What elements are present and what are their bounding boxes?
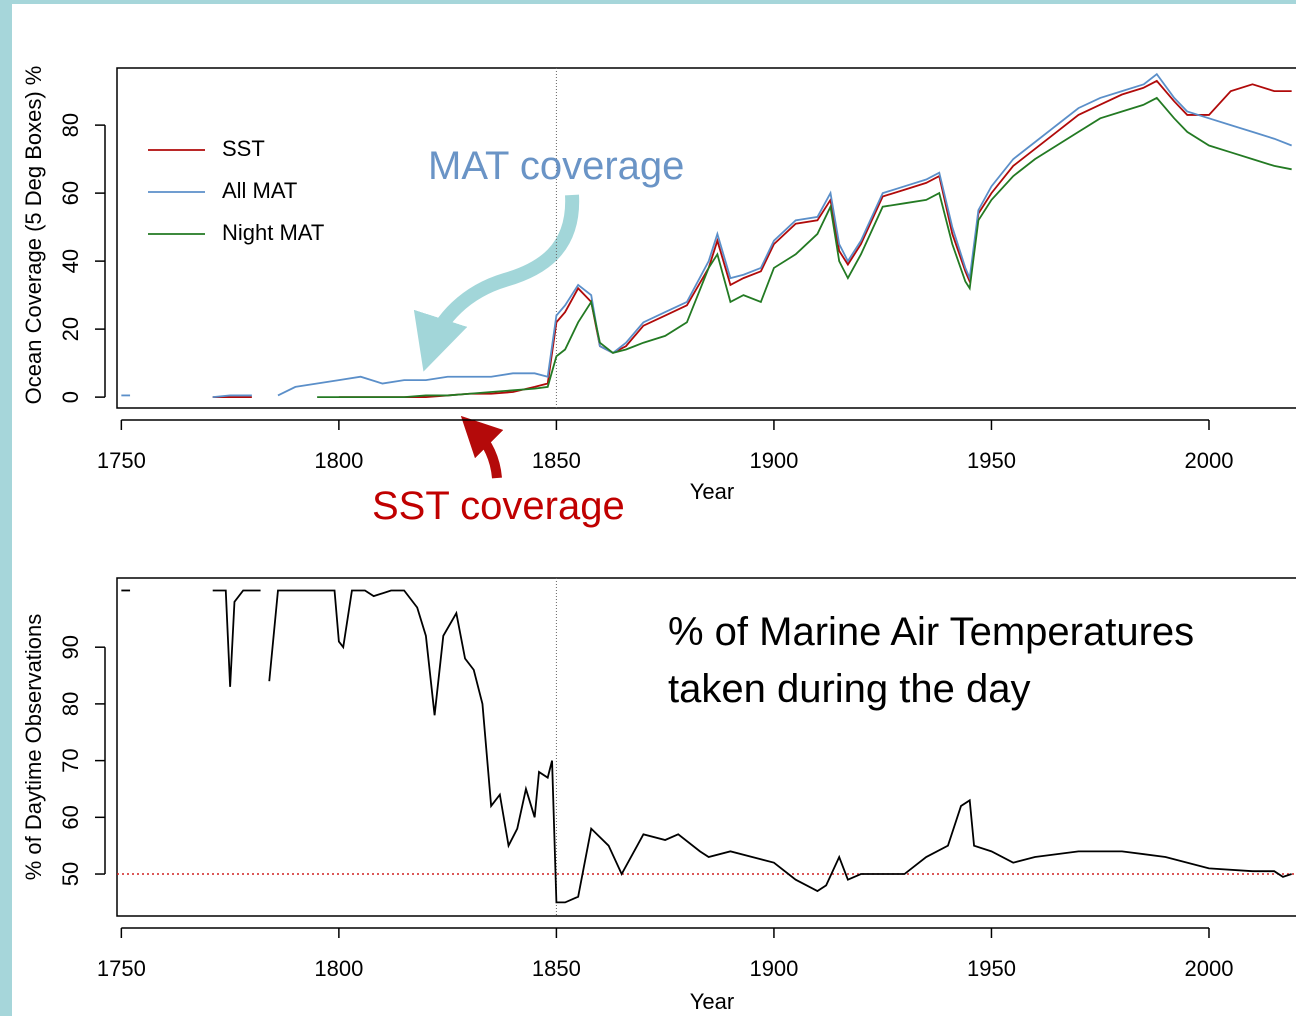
- x-tick-label: 1950: [967, 956, 1016, 981]
- y-tick-label: 80: [58, 692, 83, 716]
- series-line: [212, 394, 252, 399]
- x-tick-label: 2000: [1185, 956, 1234, 981]
- x-tick-label: 1850: [532, 956, 581, 981]
- arrow: [460, 415, 504, 479]
- series-line: [268, 589, 1292, 904]
- x-tick-label: 1800: [314, 448, 363, 473]
- x-tick-label: 2000: [1185, 448, 1234, 473]
- x-tick-label: 1950: [967, 448, 1016, 473]
- x-tick-label: 1800: [314, 956, 363, 981]
- x-axis-label: Year: [690, 989, 734, 1014]
- x-tick-label: 1900: [749, 448, 798, 473]
- frame-stripe: [0, 0, 12, 1016]
- series-line: [277, 72, 1292, 397]
- series-line: [212, 589, 261, 687]
- y-axis-label: Ocean Coverage (5 Deg Boxes) %: [21, 66, 46, 405]
- y-tick-label: 40: [58, 249, 83, 273]
- y-tick-label: 60: [58, 181, 83, 205]
- arrow: [413, 194, 580, 372]
- y-tick-label: 60: [58, 805, 83, 829]
- y-tick-label: 70: [58, 748, 83, 772]
- x-axis-label: Year: [690, 479, 734, 504]
- y-tick-label: 20: [58, 317, 83, 341]
- annotation: % of Marine Air Temperatures taken durin…: [668, 610, 1195, 711]
- legend-label: All MAT: [222, 178, 297, 203]
- series-line: [338, 79, 1292, 399]
- y-tick-label: 90: [58, 635, 83, 659]
- annotation: MAT coverage: [428, 144, 685, 188]
- legend-label: Night MAT: [222, 220, 324, 245]
- y-tick-label: 80: [58, 113, 83, 137]
- plot-frame: [116, 67, 1296, 409]
- y-tick-label: 50: [58, 862, 83, 886]
- frame-stripe: [0, 0, 1296, 4]
- x-tick-label: 1750: [97, 448, 146, 473]
- plot-frame: [116, 577, 1296, 917]
- y-tick-label: 0: [58, 391, 83, 403]
- series-line: [317, 96, 1292, 399]
- y-axis-label: % of Daytime Observations: [21, 614, 46, 881]
- x-tick-label: 1750: [97, 956, 146, 981]
- annotation: SST coverage: [372, 484, 625, 528]
- x-tick-label: 1900: [749, 956, 798, 981]
- legend-label: SST: [222, 136, 265, 161]
- x-tick-label: 1850: [532, 448, 581, 473]
